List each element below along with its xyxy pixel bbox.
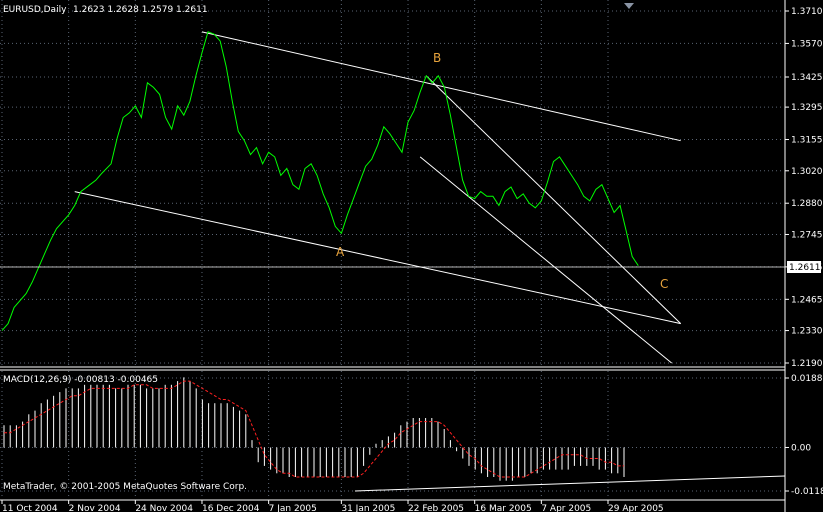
macd-histogram — [3, 377, 625, 481]
trendlines[interactable] — [74, 31, 682, 364]
price-grid — [0, 0, 784, 366]
symbol-label: EURUSD,Daily — [3, 5, 67, 15]
time-tick-label: 11 Oct 2004 — [2, 504, 58, 512]
macd-tick-label: 0.01883 — [791, 374, 823, 384]
time-tick-label: 7 Apr 2005 — [541, 504, 591, 512]
trendline[interactable] — [425, 75, 682, 324]
price-panel-background — [0, 0, 823, 367]
price-tick-label: 1.2465 — [791, 295, 823, 305]
price-tick-label: 1.3020 — [791, 167, 823, 177]
price-tick-label: 1.3155 — [791, 136, 823, 146]
macd-tick-label: -0.0118 — [791, 487, 823, 497]
macd-label: MACD(12,26,9) -0.00813 -0.00465 — [3, 375, 158, 385]
time-tick-label: 24 Nov 2004 — [135, 504, 193, 512]
time-tick-label: 16 Dec 2004 — [202, 504, 260, 512]
price-tick-label: 1.2330 — [791, 327, 823, 337]
macd-axis: 0.01883 0.00 -0.0118 — [785, 374, 823, 497]
time-axis: 11 Oct 2004 2 Nov 2004 24 Nov 2004 16 Dec 2… — [1, 500, 664, 512]
ohlc-values: 1.2623 1.2628 1.2579 1.2611 — [73, 5, 208, 15]
price-tick-label: 1.2880 — [791, 199, 823, 209]
current-price-tag: 1.2611 — [787, 261, 821, 273]
copyright-text: MetaTrader, © 2001-2005 MetaQuotes Softw… — [3, 482, 247, 492]
macd-signal-line — [4, 380, 624, 478]
wave-label-b: B — [433, 51, 441, 65]
price-tick-label: 1.3425 — [791, 73, 823, 83]
price-tick-label: 1.3710 — [791, 7, 823, 17]
macd-tick-label: 0.00 — [791, 443, 811, 453]
price-line — [1, 31, 639, 331]
price-tick-label: 1.3570 — [791, 39, 823, 49]
trendline[interactable] — [74, 191, 681, 325]
trendline[interactable] — [419, 156, 672, 364]
price-tick-label: 1.2745 — [791, 230, 823, 240]
macd-panel[interactable]: MACD(12,26,9) -0.00813 -0.00465 MetaTrad… — [0, 371, 823, 499]
current-price-label: 1.2611 — [789, 263, 821, 273]
time-tick-label: 7 Jan 2005 — [269, 504, 317, 512]
time-tick-label: 16 Mar 2005 — [475, 504, 532, 512]
chart-shift-marker-icon[interactable] — [624, 3, 634, 9]
current-price-tag-box — [787, 261, 821, 273]
time-tick-label: 29 Apr 2005 — [608, 504, 664, 512]
wave-label-c: C — [660, 277, 668, 291]
price-tick-label: 1.3295 — [791, 103, 823, 113]
time-tick-label: 2 Nov 2004 — [69, 504, 121, 512]
price-tick-label: 1.2190 — [791, 359, 823, 369]
time-tick-label: 22 Feb 2005 — [408, 504, 464, 512]
wave-label-a: A — [336, 245, 345, 259]
macd-trendline[interactable] — [354, 475, 786, 492]
trendline[interactable] — [201, 31, 681, 142]
time-tick-label: 31 Jan 2005 — [341, 504, 395, 512]
